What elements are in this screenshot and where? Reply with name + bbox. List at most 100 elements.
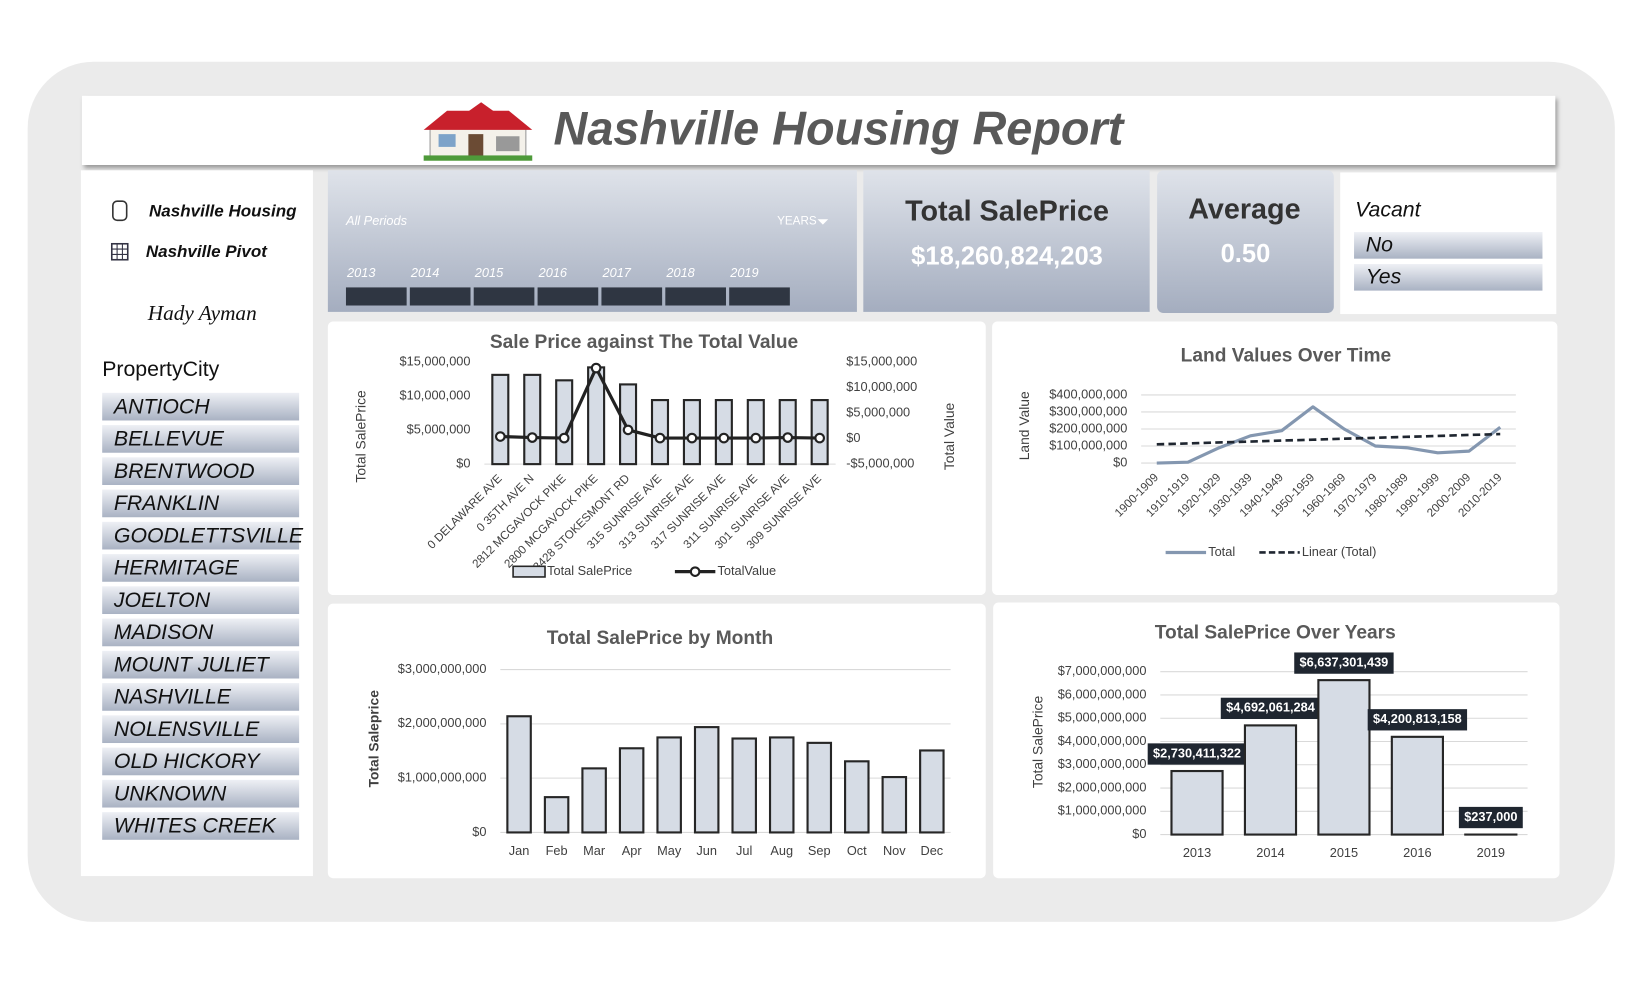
legend-swatch (691, 567, 700, 576)
line-marker (528, 433, 537, 442)
legend-swatch (513, 566, 545, 577)
slicer-title: PropertyCity (102, 357, 219, 381)
y-tick-label: $10,000,000 (400, 387, 471, 402)
timeline-bar[interactable] (346, 287, 407, 305)
slicer-option[interactable]: MADISON (114, 620, 214, 644)
slicer-option[interactable]: WHITES CREEK (114, 814, 277, 838)
kpi-label: Average (1188, 193, 1300, 225)
bar (652, 400, 668, 464)
slicer-option[interactable]: Yes (1366, 264, 1402, 288)
x-tick-label: Oct (847, 843, 867, 858)
timeline-year: 2019 (729, 265, 758, 280)
line-marker (624, 426, 633, 435)
timeline-bar[interactable] (665, 287, 726, 305)
y2-axis-title: Total Value (941, 402, 957, 470)
timeline-bar[interactable] (729, 287, 790, 305)
bar (620, 748, 643, 832)
link[interactable]: Nashville Housing (149, 201, 297, 220)
x-tick-label: Jan (509, 843, 530, 858)
legend-label: Linear (Total) (1302, 544, 1377, 559)
slicer-option[interactable]: NOLENSVILLE (114, 717, 260, 741)
link[interactable]: Nashville Pivot (146, 242, 268, 261)
y-tick-label: $1,000,000,000 (398, 770, 487, 785)
bar (748, 400, 764, 464)
data-label: $4,200,813,158 (1373, 711, 1462, 726)
y-axis-title: Total SalePrice (353, 390, 369, 483)
slicer-option[interactable]: GOODLETTSVILLE (114, 523, 304, 547)
y2-tick-label: $15,000,000 (846, 353, 917, 368)
timeline-year: 2018 (665, 265, 695, 280)
legend-label: Total (1208, 544, 1235, 559)
timeline-label: All Periods (345, 213, 408, 228)
bar (770, 737, 793, 832)
signature: Hady Ayman (147, 301, 257, 325)
y-tick-label: $0 (472, 824, 486, 839)
x-tick-label: 2015 (1330, 845, 1358, 860)
bar (582, 768, 605, 832)
x-tick-label: Nov (883, 843, 906, 858)
slicer-option[interactable]: UNKNOWN (114, 781, 227, 805)
timeline-year: 2017 (602, 265, 632, 280)
slicer-option[interactable]: NASHVILLE (114, 685, 232, 709)
slicer-option[interactable]: JOELTON (113, 588, 211, 612)
chart-title: Sale Price against The Total Value (490, 332, 798, 353)
bar (524, 375, 540, 464)
data-label: $6,637,301,439 (1300, 654, 1389, 669)
data-label: $237,000 (1464, 809, 1517, 824)
slicer-title: Vacant (1355, 197, 1422, 221)
bar (1318, 680, 1369, 834)
bar (1392, 737, 1443, 835)
line-marker (496, 432, 505, 441)
timeline-bar[interactable] (474, 287, 535, 305)
x-tick-label: May (657, 843, 682, 858)
y-axis-title: Total Saleprice (365, 690, 381, 788)
line-marker (592, 364, 601, 373)
data-label: $4,692,061,284 (1226, 700, 1316, 715)
timeline-unit[interactable]: YEARS (777, 215, 817, 228)
y-tick-label: $400,000,000 (1049, 386, 1127, 401)
bar (507, 716, 530, 832)
kpi-card (863, 170, 1149, 312)
x-tick-label: 2019 (1477, 845, 1505, 860)
bar (1171, 771, 1222, 835)
slicer-option[interactable]: BELLEVUE (114, 427, 225, 451)
x-tick-label: 2016 (1403, 845, 1431, 860)
timeline-year: 2013 (346, 265, 375, 280)
y2-tick-label: $5,000,000 (846, 404, 910, 419)
y-tick-label: $5,000,000 (407, 421, 471, 436)
slicer-option[interactable]: No (1366, 233, 1393, 257)
report-title: Nashville Housing Report (554, 102, 1126, 154)
y-tick-label: $0 (456, 455, 470, 470)
legend-label: TotalValue (717, 563, 776, 578)
x-tick-label: Jun (696, 843, 717, 858)
y2-tick-label: -$5,000,000 (846, 455, 914, 470)
x-tick-label: 2013 (1183, 845, 1211, 860)
slicer-option[interactable]: MOUNT JULIET (114, 652, 271, 676)
y-tick-label: $15,000,000 (400, 353, 471, 368)
slicer-option[interactable]: OLD HICKORY (114, 749, 262, 773)
x-tick-label: Dec (920, 843, 943, 858)
bar (657, 737, 680, 832)
bar (684, 400, 700, 464)
chart-title: Total SalePrice Over Years (1155, 622, 1396, 643)
x-tick-label: 2014 (1256, 845, 1284, 860)
timeline-year: 2014 (410, 265, 439, 280)
kpi-value: $18,260,824,203 (911, 242, 1103, 270)
bar (812, 400, 828, 464)
timeline-bar[interactable] (538, 287, 599, 305)
slicer-option[interactable]: FRANKLIN (114, 491, 220, 515)
x-tick-label: Sep (808, 843, 831, 858)
timeline-bar[interactable] (410, 287, 471, 305)
y2-tick-label: $10,000,000 (846, 379, 917, 394)
y-tick-label: $3,000,000,000 (398, 661, 487, 676)
slicer-option[interactable]: BRENTWOOD (114, 459, 255, 483)
line-marker (783, 433, 792, 442)
slicer-option[interactable]: HERMITAGE (114, 556, 240, 580)
slicer-option[interactable]: ANTIOCH (112, 394, 210, 418)
timeline-bar[interactable] (601, 287, 662, 305)
bar (620, 384, 636, 464)
bar (545, 797, 568, 832)
legend-label: Total SalePrice (547, 563, 632, 578)
